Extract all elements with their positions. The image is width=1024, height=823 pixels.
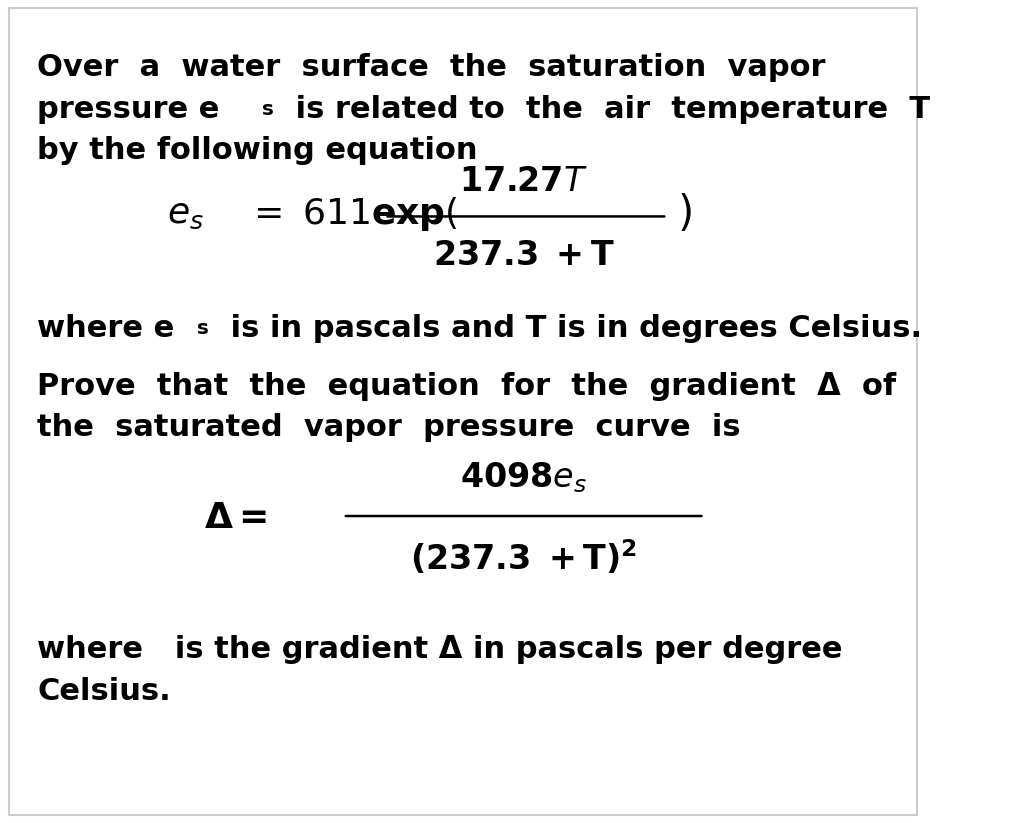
Text: the  saturated  vapor  pressure  curve  is: the saturated vapor pressure curve is	[37, 413, 740, 442]
Text: Prove  that  the  equation  for  the  gradient  Δ  of: Prove that the equation for the gradient…	[37, 372, 896, 401]
Text: s: s	[262, 100, 274, 119]
Text: $e_s$: $e_s$	[167, 197, 204, 231]
Text: is related to  the  air  temperature  T: is related to the air temperature T	[286, 95, 931, 123]
Text: $\mathbf{\Delta=}$: $\mathbf{\Delta=}$	[204, 501, 267, 536]
Text: $\mathbf{4098}e_s$: $\mathbf{4098}e_s$	[460, 460, 587, 495]
FancyBboxPatch shape	[9, 8, 918, 815]
Text: $\mathbf{(237.3 \ + T)^2}$: $\mathbf{(237.3 \ + T)^2}$	[410, 538, 637, 578]
Text: Celsius.: Celsius.	[37, 677, 171, 705]
Text: Over  a  water  surface  the  saturation  vapor: Over a water surface the saturation vapo…	[37, 53, 825, 82]
Text: by the following equation: by the following equation	[37, 136, 477, 165]
Text: s: s	[198, 319, 209, 338]
Text: is in pascals and T is in degrees Celsius.: is in pascals and T is in degrees Celsiu…	[219, 314, 922, 343]
Text: $\mathbf{17.27}T$: $\mathbf{17.27}T$	[460, 165, 588, 198]
Text: $)$: $)$	[677, 193, 691, 235]
Text: pressure e: pressure e	[37, 95, 219, 123]
Text: where e: where e	[37, 314, 174, 343]
Text: $= \ 611\mathbf{exp}($: $= \ 611\mathbf{exp}($	[246, 195, 458, 233]
Text: $\mathbf{237.3 \ + T}$: $\mathbf{237.3 \ + T}$	[433, 239, 614, 272]
Text: where   is the gradient Δ in pascals per degree: where is the gradient Δ in pascals per d…	[37, 635, 843, 664]
